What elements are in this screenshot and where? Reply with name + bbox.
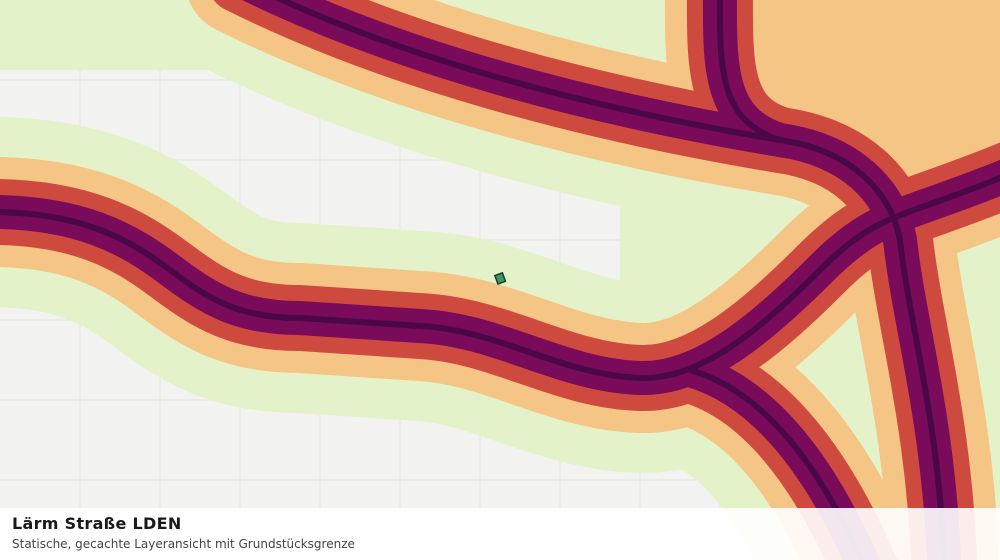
- parcel-boundary: [493, 271, 507, 286]
- layer-title: Lärm Straße LDEN: [12, 514, 182, 533]
- caption-panel: Lärm Straße LDEN Statische, gecachte Lay…: [0, 508, 1000, 560]
- noise-zone-medium: [740, 0, 1000, 200]
- layer-subtitle: Statische, gecachte Layeransicht mit Gru…: [12, 537, 355, 551]
